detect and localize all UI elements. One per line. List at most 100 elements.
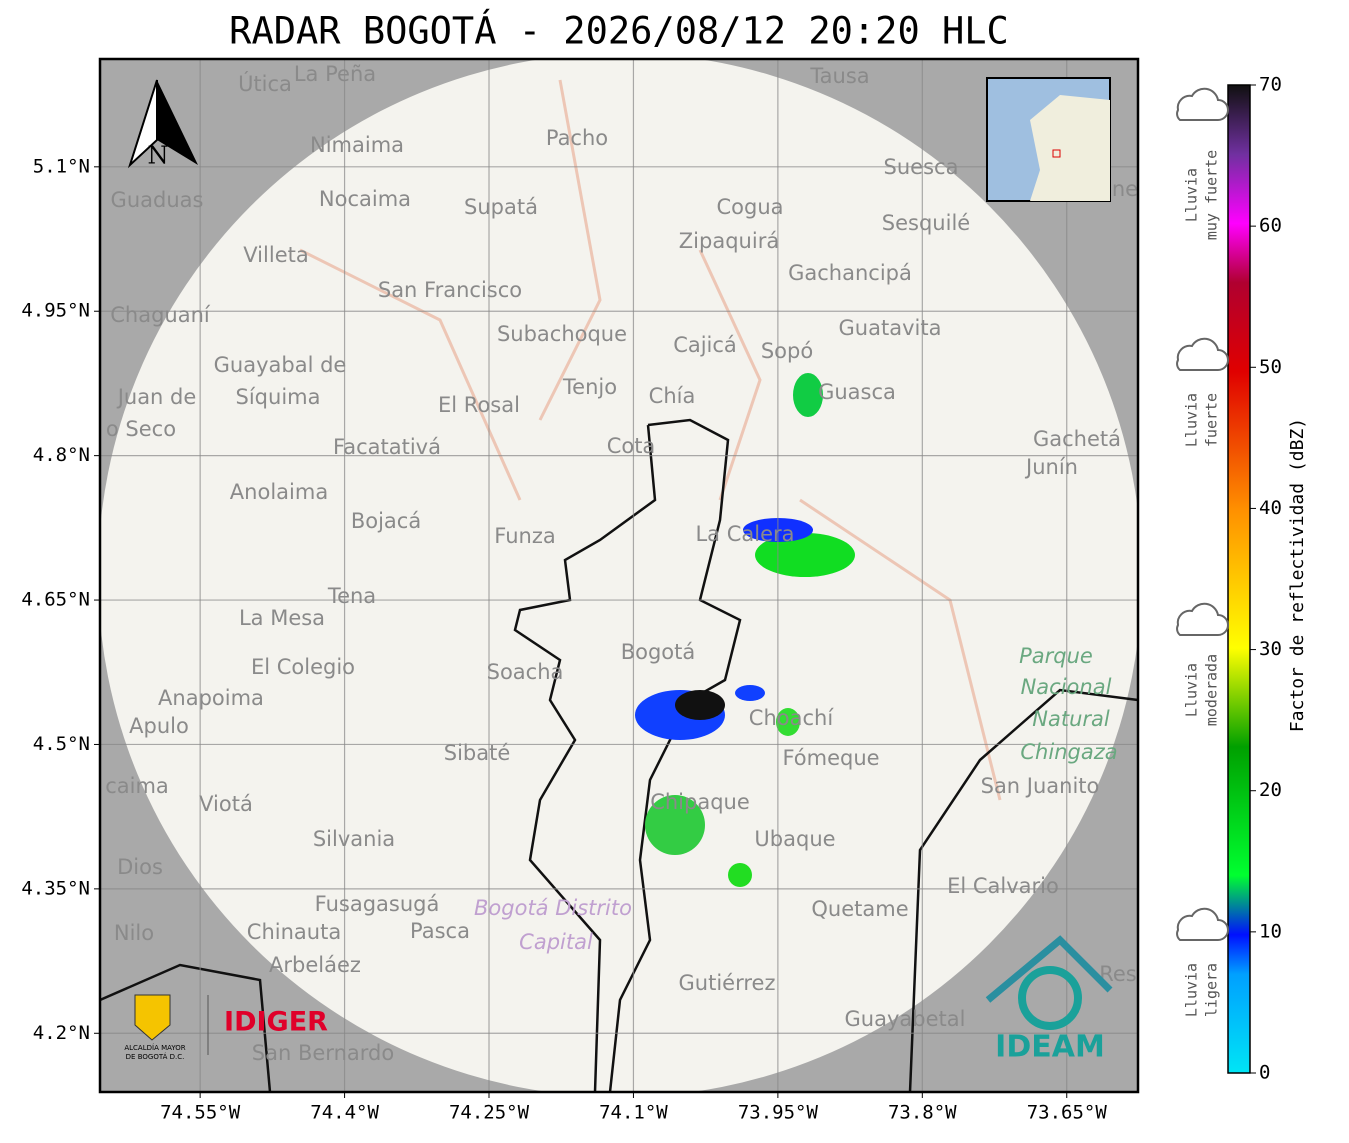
place-label: Bogotá: [621, 640, 696, 664]
colorbar-tick-label: 60: [1259, 215, 1282, 237]
park-label: Chingaza: [1020, 740, 1117, 764]
place-label: Útica: [238, 71, 292, 96]
place-label: Junín: [1024, 455, 1078, 479]
place-label: Sopó: [761, 339, 813, 363]
rain-icon: [1176, 337, 1229, 371]
place-label: Chinauta: [247, 920, 341, 944]
y-tick-label: 5.1°N: [33, 155, 90, 177]
echo: [645, 795, 705, 855]
place-label: San Bernardo: [252, 1041, 394, 1065]
colorbar-tick-label: 30: [1259, 638, 1282, 660]
place-label: Síquima: [236, 385, 321, 409]
place-label: Chía: [649, 384, 696, 408]
place-label: Choachí: [749, 706, 835, 730]
y-tick-label: 4.95°N: [21, 300, 90, 322]
place-label: El Calvario: [947, 874, 1059, 898]
echo: [735, 685, 765, 701]
place-label: Subachoque: [497, 322, 627, 346]
place-label: Guayabal de: [214, 353, 347, 377]
y-tick-label: 4.2°N: [33, 1022, 90, 1044]
place-label: caima: [105, 774, 169, 798]
colorbar-tick-label: 20: [1259, 779, 1282, 801]
place-label: Juan de: [116, 385, 197, 409]
place-label: El Colegio: [251, 655, 355, 679]
y-tick-label: 4.8°N: [33, 444, 90, 466]
alcaldia-text: ALCALDÍA MAYOR: [124, 1043, 185, 1052]
y-tick-label: 4.35°N: [21, 877, 90, 899]
place-label: Villeta: [243, 243, 308, 267]
echo: [675, 690, 725, 720]
y-tick-label: 4.5°N: [33, 733, 90, 755]
colorbar-tick-label: 40: [1259, 497, 1282, 519]
place-label: Dios: [117, 855, 163, 879]
place-label: La Peña: [294, 62, 376, 86]
x-tick-label: 73.95°W: [738, 1102, 819, 1124]
x-tick-label: 74.4°W: [310, 1102, 379, 1124]
rain-category: Lluvia: [1183, 168, 1201, 222]
idiger-logo: IDIGER: [224, 1007, 328, 1038]
colorbar-tick-label: 70: [1259, 74, 1282, 96]
rain-category: Lluvia: [1183, 393, 1201, 447]
place-label: El Rosal: [438, 393, 520, 417]
place-label: Gutiérrez: [679, 971, 776, 995]
place-label: Guasca: [818, 380, 896, 404]
rain-category: moderada: [1203, 654, 1221, 726]
radar-range: [100, 59, 1138, 1092]
place-label: Gachancipá: [788, 261, 912, 285]
rain-icon: [1176, 87, 1229, 121]
alcaldia-shield: [134, 994, 171, 1041]
y-tick-label: 4.65°N: [21, 589, 90, 611]
rain-category: Lluvia: [1183, 963, 1201, 1017]
north-arrow-right: [157, 80, 198, 165]
place-label: Fusagasugá: [315, 892, 440, 916]
place-label: Bojacá: [351, 509, 421, 533]
ideam-logo: IDEAM: [995, 1030, 1105, 1065]
map-frame: [98, 57, 1140, 1094]
place-label: Anolaima: [230, 480, 328, 504]
rain-category: Lluvia: [1183, 663, 1201, 717]
place-label: Chaguaní: [110, 303, 211, 327]
boundary-tolima: [100, 963, 272, 1092]
colorbar-tick-label: 50: [1259, 356, 1282, 378]
place-label: Soacha: [487, 660, 564, 684]
place-label: Guatavita: [839, 316, 942, 340]
place-label: Pasca: [410, 919, 470, 943]
place-label: Suesca: [884, 155, 959, 179]
boundary-meta: [908, 688, 1138, 1092]
place-label: Arbeláez: [269, 953, 361, 977]
inset-land: [1030, 95, 1110, 201]
place-label: Tausa: [809, 64, 869, 88]
place-label: Pacho: [546, 126, 608, 150]
alcaldia-text: DE BOGOTÁ D.C.: [126, 1052, 185, 1061]
place-label: Fómeque: [782, 746, 879, 770]
echo: [755, 533, 855, 577]
place-label: Guayabetal: [845, 1007, 966, 1031]
place-label: Tena: [327, 584, 376, 608]
place-label: Nilo: [114, 921, 154, 945]
rain-icon: [1176, 907, 1229, 941]
place-label: Quetame: [811, 897, 908, 921]
place-label: Gachetá: [1033, 427, 1121, 451]
place-label: Cogua: [716, 195, 783, 219]
place-label: Ubaque: [754, 827, 835, 851]
x-tick-label: 73.8°W: [888, 1102, 957, 1124]
place-label: Tenjo: [562, 375, 617, 399]
place-label: Viotá: [199, 792, 253, 816]
colorbar-tick-label: 10: [1259, 920, 1282, 942]
place-label: Funza: [494, 524, 555, 548]
rain-icon: [1176, 602, 1229, 636]
place-label: Cajicá: [673, 333, 737, 357]
place-label: ne: [1112, 177, 1138, 201]
ideam-spiral: [1018, 966, 1082, 1030]
colorbar: [1227, 84, 1251, 1074]
place-label: Sibaté: [444, 741, 511, 765]
place-label: San Juanito: [981, 774, 1100, 798]
echo: [728, 863, 752, 887]
title: RADAR BOGOTÁ - 2026/08/12 20:20 HLC: [229, 9, 1009, 53]
place-label: Supatá: [464, 195, 538, 219]
echo: [793, 373, 823, 417]
north-label: N: [148, 142, 169, 170]
park-label: Parque: [1019, 644, 1093, 668]
rain-category: muy fuerte: [1203, 150, 1221, 240]
colorbar-tick-label: 0: [1259, 1062, 1270, 1084]
